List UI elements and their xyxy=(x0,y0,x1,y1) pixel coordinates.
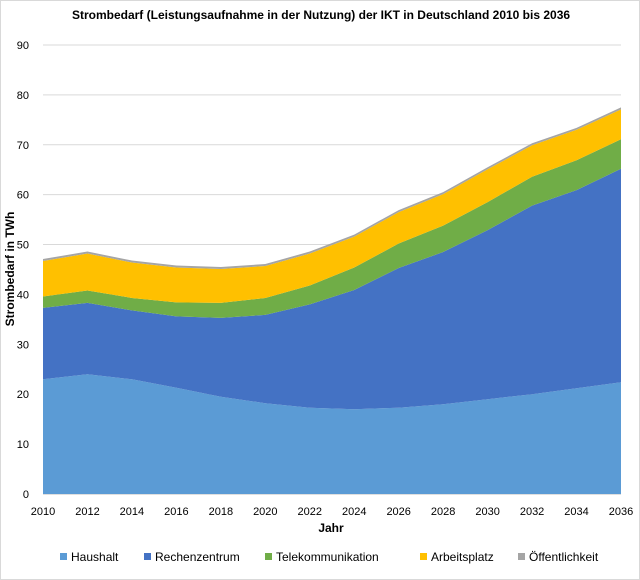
y-axis-ticks: 0 10 20 30 40 50 60 70 80 90 xyxy=(17,40,29,501)
chart-title: Strombedarf (Leistungsaufnahme in der Nu… xyxy=(72,8,570,22)
legend-swatch xyxy=(420,553,427,560)
y-tick-label: 60 xyxy=(17,190,29,202)
y-tick-label: 40 xyxy=(17,289,29,301)
x-tick-label: 2036 xyxy=(609,506,633,518)
y-axis-title: Strombedarf in TWh xyxy=(3,212,17,327)
legend-swatch xyxy=(265,553,272,560)
x-tick-label: 2012 xyxy=(75,506,99,518)
x-tick-label: 2030 xyxy=(475,506,499,518)
legend-label: Telekommunikation xyxy=(276,550,379,564)
x-tick-label: 2010 xyxy=(31,506,55,518)
legend-item: Arbeitsplatz xyxy=(420,550,494,564)
legend-swatch xyxy=(60,553,67,560)
x-axis-title: Jahr xyxy=(318,521,344,535)
area-arbeitsplatz xyxy=(43,109,621,303)
legend-swatch xyxy=(518,553,525,560)
y-tick-label: 80 xyxy=(17,90,29,102)
y-tick-label: 20 xyxy=(17,389,29,401)
x-tick-label: 2028 xyxy=(431,506,455,518)
legend-label: Öffentlichkeit xyxy=(529,550,599,564)
x-tick-label: 2014 xyxy=(120,506,144,518)
legend-label: Arbeitsplatz xyxy=(431,550,494,564)
legend-item: Öffentlichkeit xyxy=(518,550,599,564)
y-tick-label: 50 xyxy=(17,240,29,252)
area-telekommunikation xyxy=(43,139,621,318)
legend: Haushalt Rechenzentrum Telekommunikation Ar… xyxy=(60,550,599,564)
legend-swatch xyxy=(144,553,151,560)
x-tick-label: 2034 xyxy=(564,506,588,518)
x-tick-label: 2020 xyxy=(253,506,277,518)
x-tick-label: 2018 xyxy=(209,506,233,518)
legend-label: Rechenzentrum xyxy=(155,550,240,564)
x-tick-label: 2024 xyxy=(342,506,366,518)
area-haushalt xyxy=(43,374,621,494)
y-tick-label: 0 xyxy=(23,489,29,501)
legend-item: Rechenzentrum xyxy=(144,550,240,564)
x-tick-label: 2016 xyxy=(164,506,188,518)
x-tick-label: 2022 xyxy=(298,506,322,518)
y-tick-label: 70 xyxy=(17,140,29,152)
legend-item: Haushalt xyxy=(60,550,119,564)
legend-label: Haushalt xyxy=(71,550,119,564)
area-rechenzentrum xyxy=(43,168,621,410)
x-tick-label: 2032 xyxy=(520,506,544,518)
area-series xyxy=(43,107,621,494)
x-axis-ticks: 2010 2012 2014 2016 2018 2020 2022 2024 2026 2028… xyxy=(31,506,633,518)
y-tick-label: 30 xyxy=(17,339,29,351)
y-tick-label: 90 xyxy=(17,40,29,52)
legend-item: Telekommunikation xyxy=(265,550,379,564)
y-tick-label: 10 xyxy=(17,439,29,451)
x-tick-label: 2026 xyxy=(386,506,410,518)
